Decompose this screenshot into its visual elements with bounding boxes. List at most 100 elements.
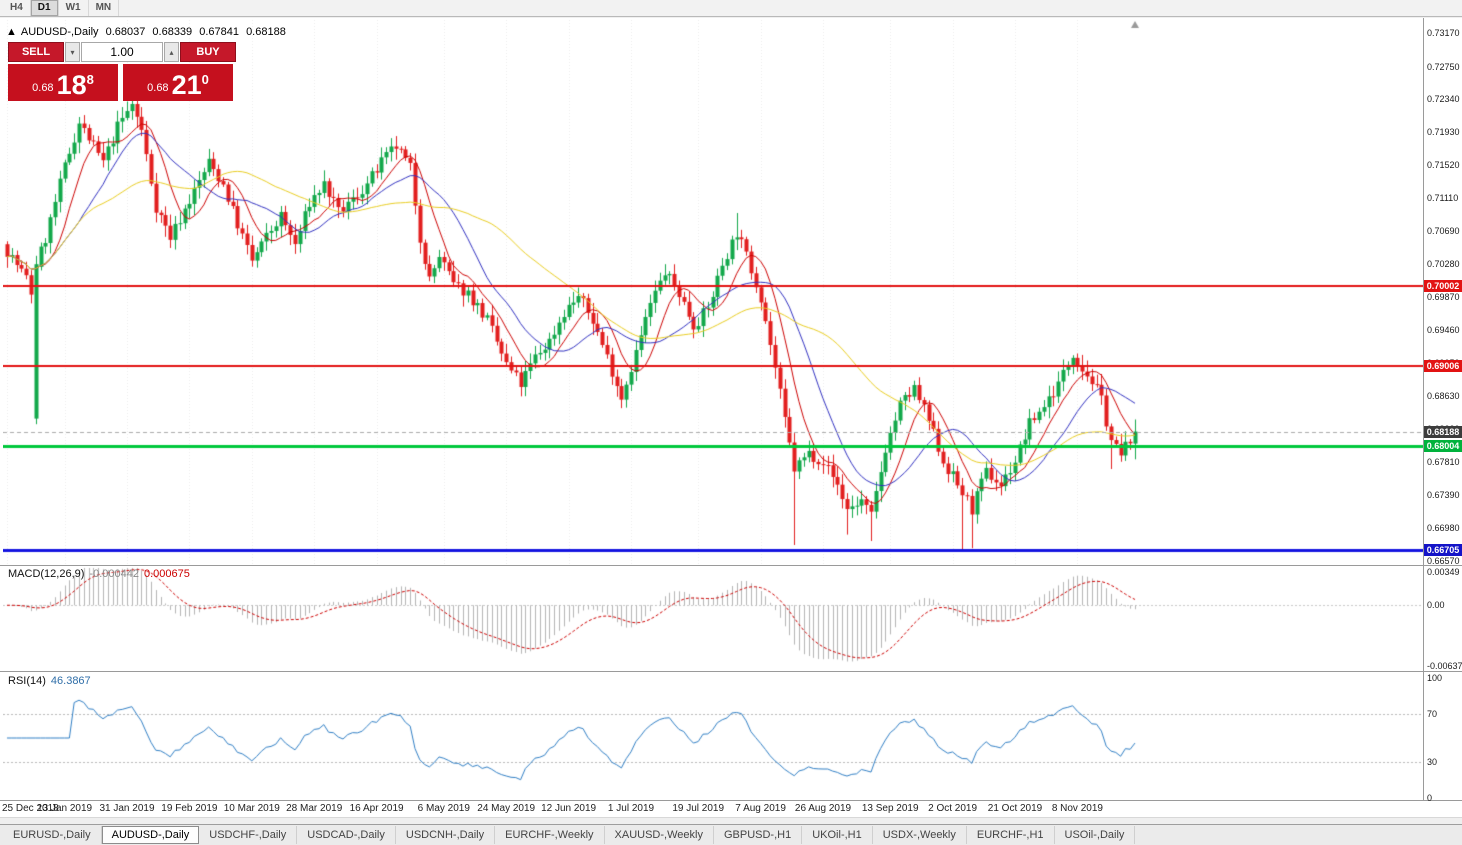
- ohlc-high: 0.68339: [152, 26, 193, 38]
- price-axis-label: 0.67810: [1427, 456, 1460, 467]
- price-axis-label: 0.71930: [1427, 127, 1460, 138]
- time-axis-label: 10 Mar 2019: [223, 803, 280, 814]
- buy-price-prefix: 0.68: [147, 82, 169, 94]
- time-axis-label: 19 Feb 2019: [161, 803, 218, 814]
- time-axis-line: [0, 800, 1462, 801]
- rsi-indicator-label: RSI(14) 46.3867: [8, 675, 91, 687]
- buy-price-pips: 21: [171, 70, 202, 100]
- rsi-axis-label: 0: [1427, 793, 1433, 803]
- sell-button[interactable]: SELL: [8, 42, 64, 62]
- volume-increase-button[interactable]: ▴: [164, 42, 179, 62]
- time-axis-label: 25 Dec 2018: [2, 803, 59, 814]
- macd-main-value: -0.000442: [89, 568, 139, 580]
- buy-price-point: 0: [201, 72, 209, 87]
- price-level-badge: 0.69006: [1424, 360, 1462, 373]
- symbol-marker-icon: ▲: [6, 26, 17, 38]
- chart-tab-audusd-daily[interactable]: AUDUSD-,Daily: [101, 826, 200, 844]
- chart-tab-usoil-daily[interactable]: USOil-,Daily: [1055, 826, 1136, 844]
- sell-price-point: 8: [86, 72, 94, 87]
- chart-tab-usdx-weekly[interactable]: USDX-,Weekly: [873, 826, 967, 844]
- buy-price-display[interactable]: 0.68 21 0: [123, 64, 233, 101]
- timeframe-toolbar: H4 D1 W1 MN: [0, 0, 1462, 17]
- time-axis-label: 12 Jun 2019: [541, 803, 597, 814]
- chart-tab-usdcad-daily[interactable]: USDCAD-,Daily: [297, 826, 396, 844]
- chevron-up-icon: ▴: [169, 47, 174, 57]
- macd-axis-label: 0.00: [1427, 600, 1445, 611]
- time-axis-label: 13 Sep 2019: [861, 803, 919, 814]
- price-axis-label: 0.68630: [1427, 391, 1460, 402]
- price-axis-label: 0.66570: [1427, 556, 1460, 566]
- time-axis-label: 24 May 2019: [477, 803, 536, 814]
- time-axis-label: 8 Nov 2019: [1051, 803, 1103, 814]
- ohlc-low: 0.67841: [199, 26, 239, 38]
- chevron-down-icon: ▾: [70, 47, 75, 57]
- price-axis-label: 0.66980: [1427, 523, 1460, 534]
- price-axis-label: 0.70690: [1427, 226, 1460, 237]
- macd-panel-separator[interactable]: [0, 565, 1462, 566]
- ohlc-open: 0.68037: [105, 26, 146, 38]
- price-axis-label: 0.69460: [1427, 324, 1460, 335]
- time-axis-label: 26 Aug 2019: [794, 803, 852, 814]
- time-axis-label: 2 Oct 2019: [928, 803, 978, 814]
- price-chart-canvas[interactable]: [3, 18, 1423, 800]
- rsi-name: RSI(14): [8, 675, 46, 687]
- ohlc-close: 0.68188: [246, 26, 286, 38]
- price-level-badge: 0.70002: [1424, 280, 1462, 293]
- rsi-axis-label: 70: [1427, 709, 1438, 719]
- horizontal-scrollbar[interactable]: [0, 817, 1462, 825]
- chart-tab-eurchf-weekly[interactable]: EURCHF-,Weekly: [495, 826, 605, 844]
- macd-indicator-label: MACD(12,26,9) -0.000442 0.000675: [8, 568, 190, 580]
- price-axis-label: 0.72340: [1427, 94, 1460, 105]
- chart-tab-usdchf-daily[interactable]: USDCHF-,Daily: [199, 826, 298, 844]
- chart-tab-eurusd-daily[interactable]: EURUSD-,Daily: [3, 826, 102, 844]
- chart-symbol: AUDUSD-,Daily: [20, 26, 99, 38]
- buy-button[interactable]: BUY: [180, 42, 236, 62]
- timeframe-button-w1[interactable]: W1: [59, 0, 89, 16]
- rsi-panel-separator[interactable]: [0, 671, 1462, 672]
- macd-signal-value: 0.000675: [143, 568, 190, 580]
- timeframe-button-mn[interactable]: MN: [89, 0, 120, 16]
- chart-tab-gbpusd-h1[interactable]: GBPUSD-,H1: [714, 826, 803, 844]
- price-axis-label: 0.71520: [1427, 160, 1460, 170]
- price-axis-label: 0.72750: [1427, 61, 1460, 72]
- timeframe-button-h4[interactable]: H4: [3, 0, 31, 16]
- rsi-axis-label: 100: [1427, 673, 1443, 683]
- price-axis-label: 0.69870: [1427, 292, 1460, 302]
- price-axis-label: 0.70280: [1427, 259, 1460, 270]
- sell-price-display[interactable]: 0.68 18 8: [8, 64, 118, 101]
- time-axis-label: 13 Jan 2019: [37, 803, 93, 814]
- time-axis-label: 19 Jul 2019: [672, 803, 725, 814]
- time-axis-label: 16 Apr 2019: [349, 803, 404, 814]
- macd-name: MACD(12,26,9): [8, 568, 85, 580]
- volume-input[interactable]: 1.00: [81, 42, 163, 62]
- sell-price-prefix: 0.68: [32, 82, 54, 94]
- rsi-value: 46.3867: [50, 675, 91, 687]
- price-axis-label: 0.67390: [1427, 490, 1460, 501]
- chart-tab-bar: EURUSD-,Daily AUDUSD-,Daily USDCHF-,Daily U…: [0, 824, 1462, 845]
- price-level-badge: 0.68188: [1424, 425, 1462, 438]
- time-axis-label: 1 Jul 2019: [607, 803, 655, 814]
- chart-tab-eurchf-h1[interactable]: EURCHF-,H1: [967, 826, 1055, 844]
- chart-tab-ukoil-h1[interactable]: UKOil-,H1: [802, 826, 873, 844]
- price-axis-label: 0.73170: [1427, 28, 1460, 38]
- chart-tab-xauusd-weekly[interactable]: XAUUSD-,Weekly: [605, 826, 714, 844]
- volume-decrease-button[interactable]: ▾: [65, 42, 80, 62]
- price-axis-border: [1423, 18, 1424, 801]
- price-level-badge: 0.68004: [1424, 440, 1462, 453]
- time-axis-label: 7 Aug 2019: [735, 803, 786, 814]
- rsi-axis-label: 30: [1427, 757, 1438, 767]
- time-axis-label: 28 Mar 2019: [286, 803, 343, 814]
- chart-title: ▲ AUDUSD-,Daily 0.68037 0.68339 0.67841 0…: [6, 26, 290, 38]
- time-axis-label: 31 Jan 2019: [99, 803, 155, 814]
- chart-tab-usdcnh-daily[interactable]: USDCNH-,Daily: [396, 826, 496, 844]
- sell-price-pips: 18: [56, 70, 87, 100]
- macd-axis-label: -0.00637: [1427, 661, 1462, 671]
- macd-axis-label: 0.00349: [1427, 567, 1460, 577]
- time-axis-label: 21 Oct 2019: [987, 803, 1043, 814]
- timeframe-button-d1[interactable]: D1: [30, 0, 59, 16]
- time-axis-label: 6 May 2019: [417, 803, 470, 814]
- price-level-badge: 0.66705: [1424, 544, 1462, 557]
- price-axis-label: 0.71110: [1427, 192, 1459, 203]
- one-click-trading-panel: SELL ▾ 1.00 ▴ BUY 0.68 18 8 0.68 21 0: [8, 42, 236, 101]
